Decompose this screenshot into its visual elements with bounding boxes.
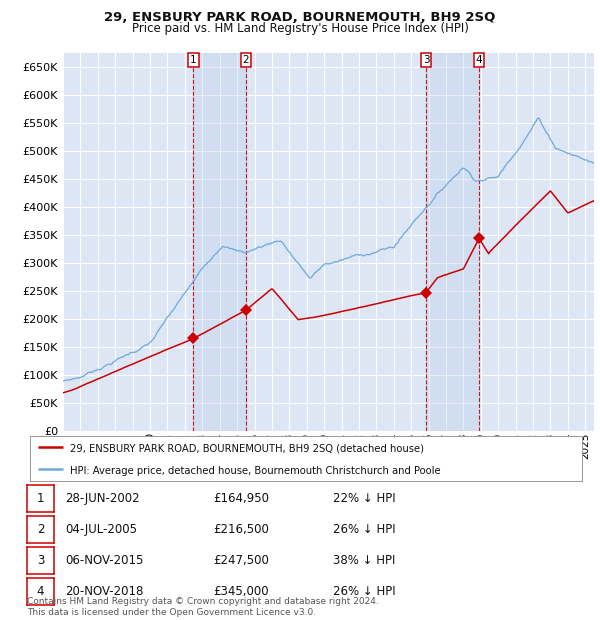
Text: 2: 2 [37,523,44,536]
Text: 1: 1 [37,492,44,505]
Text: 22% ↓ HPI: 22% ↓ HPI [333,492,395,505]
Bar [193,53,246,431]
Text: 38% ↓ HPI: 38% ↓ HPI [333,554,395,567]
Text: 26% ↓ HPI: 26% ↓ HPI [333,585,395,598]
Text: Price paid vs. HM Land Registry's House Price Index (HPI): Price paid vs. HM Land Registry's House … [131,22,469,35]
Text: 2: 2 [242,55,249,64]
Text: Contains HM Land Registry data © Crown copyright and database right 2024.
This d: Contains HM Land Registry data © Crown c… [27,598,379,617]
Text: 29, ENSBURY PARK ROAD, BOURNEMOUTH, BH9 2SQ (detached house): 29, ENSBURY PARK ROAD, BOURNEMOUTH, BH9 … [70,443,424,453]
Bar [426,53,479,431]
Text: £164,950: £164,950 [213,492,269,505]
Text: 4: 4 [476,55,482,64]
Text: 06-NOV-2015: 06-NOV-2015 [65,554,143,567]
Text: 1: 1 [190,55,197,64]
Text: HPI: Average price, detached house, Bournemouth Christchurch and Poole: HPI: Average price, detached house, Bour… [70,466,440,476]
Text: £247,500: £247,500 [213,554,269,567]
Text: £216,500: £216,500 [213,523,269,536]
Text: 04-JUL-2005: 04-JUL-2005 [65,523,137,536]
Text: 26% ↓ HPI: 26% ↓ HPI [333,523,395,536]
Text: 3: 3 [422,55,430,64]
Text: 28-JUN-2002: 28-JUN-2002 [65,492,139,505]
Text: 20-NOV-2018: 20-NOV-2018 [65,585,143,598]
Text: 3: 3 [37,554,44,567]
Text: 29, ENSBURY PARK ROAD, BOURNEMOUTH, BH9 2SQ: 29, ENSBURY PARK ROAD, BOURNEMOUTH, BH9 … [104,11,496,24]
Text: 4: 4 [37,585,44,598]
Text: £345,000: £345,000 [213,585,269,598]
